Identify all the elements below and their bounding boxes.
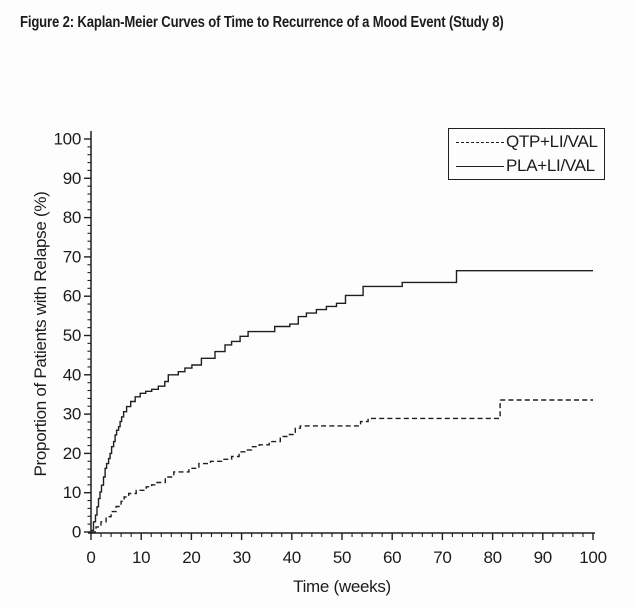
x-tick-label: 0 xyxy=(86,548,95,567)
legend-item-pla: PLA+LI/VAL xyxy=(456,154,600,178)
y-tick-label: 100 xyxy=(54,130,81,149)
y-tick-label: 50 xyxy=(63,326,81,345)
x-tick-label: 30 xyxy=(232,548,250,567)
y-tick-label: 80 xyxy=(63,208,81,227)
x-tick-label: 50 xyxy=(333,548,351,567)
legend-label-qtp: QTP+LI/VAL xyxy=(506,132,598,151)
y-tick-label: 30 xyxy=(63,405,81,424)
legend: QTP+LI/VAL PLA+LI/VAL xyxy=(448,128,605,180)
x-tick-label: 70 xyxy=(433,548,451,567)
x-tick-label: 60 xyxy=(383,548,401,567)
x-tick-label: 100 xyxy=(579,548,606,567)
y-tick-label: 60 xyxy=(63,287,81,306)
x-tick-label: 80 xyxy=(483,548,501,567)
solid-line-sample xyxy=(456,165,504,167)
y-tick-label: 70 xyxy=(63,247,81,266)
x-tick-label: 10 xyxy=(132,548,150,567)
figure-title-text: Figure 2: Kaplan-Meier Curves of Time to… xyxy=(20,14,504,31)
x-tick-label: 40 xyxy=(283,548,301,567)
y-tick-label: 20 xyxy=(63,444,81,463)
y-tick-label: 90 xyxy=(63,169,81,188)
legend-item-qtp: QTP+LI/VAL xyxy=(456,130,600,154)
legend-label-pla: PLA+LI/VAL xyxy=(506,156,595,175)
y-tick-label: 40 xyxy=(63,365,81,384)
x-tick-label: 90 xyxy=(534,548,552,567)
figure-title: Figure 2: Kaplan-Meier Curves of Time to… xyxy=(20,14,610,32)
y-tick-label: 0 xyxy=(72,523,81,542)
dashed-line-sample xyxy=(456,141,504,143)
x-axis-label: Time (weeks) xyxy=(293,577,391,596)
x-tick-label: 20 xyxy=(182,548,200,567)
km-curve-pla-li-val xyxy=(91,270,593,532)
y-axis-label: Proportion of Patients with Relapse (%) xyxy=(31,191,50,477)
y-tick-label: 10 xyxy=(63,483,81,502)
km-curve-qtp-li-val xyxy=(91,399,593,533)
